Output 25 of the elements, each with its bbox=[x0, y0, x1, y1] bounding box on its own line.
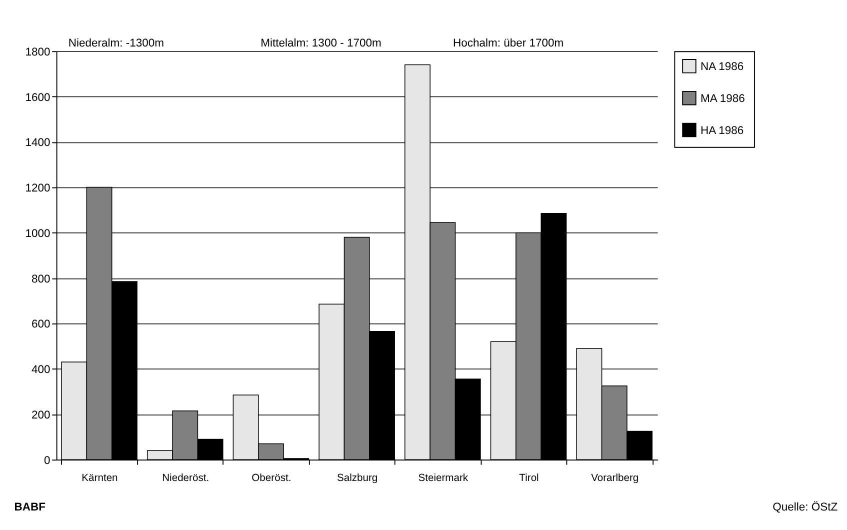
x-tick-label: Salzburg bbox=[336, 472, 378, 484]
x-tick-label: Oberöst. bbox=[252, 472, 292, 484]
y-tick-label: 1000 bbox=[25, 228, 50, 240]
x-tick-label: Niederöst. bbox=[162, 472, 210, 484]
legend-label: HA 1986 bbox=[700, 124, 744, 137]
legend-label: NA 1986 bbox=[700, 60, 744, 73]
y-tick-label: 400 bbox=[31, 364, 50, 376]
y-tick-label: 1600 bbox=[25, 92, 50, 104]
legend-label: MA 1986 bbox=[700, 92, 745, 105]
y-tick-label: 1800 bbox=[25, 46, 50, 58]
y-tick-label: 1400 bbox=[25, 137, 50, 150]
text: Niederalm: -1300m bbox=[68, 37, 164, 50]
y-tick-label: 0 bbox=[44, 454, 50, 467]
y-tick-label: 800 bbox=[31, 273, 50, 286]
x-tick-label: Tirol bbox=[519, 472, 539, 484]
x-tick-label: Vorarlberg bbox=[591, 472, 639, 484]
y-tick-label: 600 bbox=[31, 318, 50, 331]
text: Hochalm: über 1700m bbox=[452, 37, 564, 50]
text: BABF bbox=[14, 501, 46, 514]
x-tick-label: Steiermark bbox=[418, 472, 469, 484]
y-tick-label: 200 bbox=[31, 409, 50, 422]
y-tick-label: 1200 bbox=[25, 182, 50, 195]
text: Mittelalm: 1300 - 1700m bbox=[260, 37, 382, 50]
source-note: Quelle: ÖStZ bbox=[772, 500, 838, 514]
x-tick-label: Kärnten bbox=[82, 472, 118, 484]
